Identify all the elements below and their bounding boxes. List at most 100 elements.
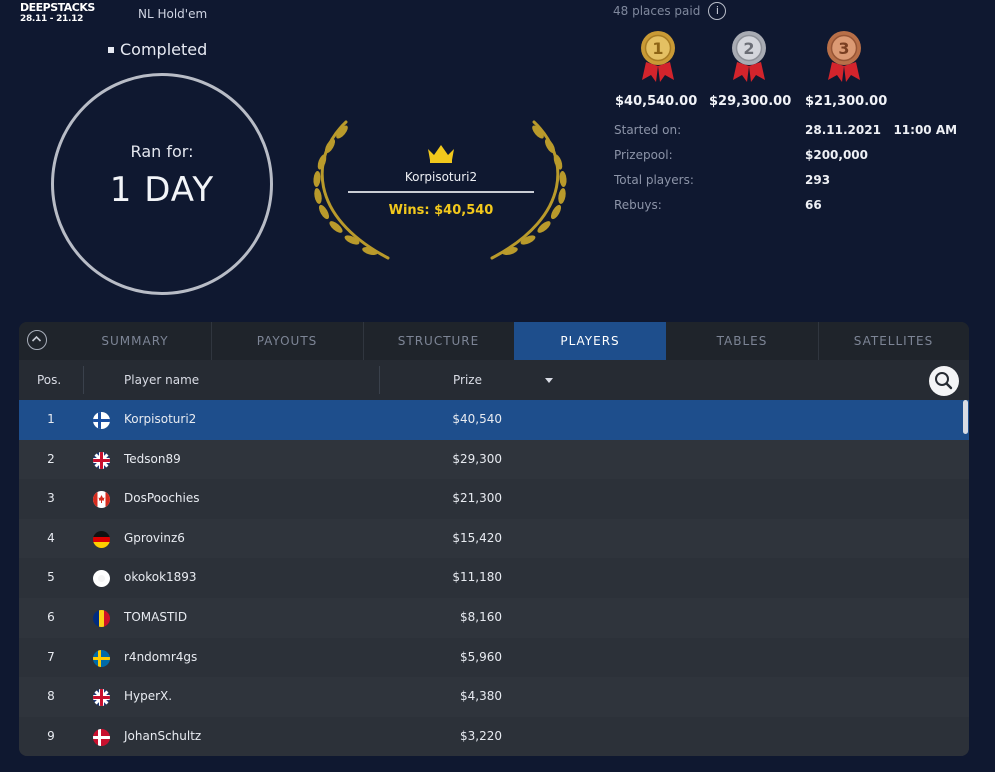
row-prize: $21,300 — [452, 491, 502, 506]
row-prize: $4,380 — [460, 689, 502, 704]
row-player-name: okokok1893 — [124, 570, 197, 585]
winner-winnings: Wins: $40,540 — [388, 203, 494, 218]
row-prize: $40,540 — [452, 412, 502, 426]
scrollbar-thumb[interactable] — [963, 400, 968, 434]
places-paid: 48 places paid i — [613, 2, 727, 20]
ran-for-label: Ran for: — [130, 142, 194, 161]
row-player-name: JohanSchultz — [124, 728, 202, 743]
table-row[interactable]: 5 okokok1893 $11,180 — [19, 558, 969, 598]
canada-flag-icon — [93, 491, 110, 509]
players-table-body: 1 Korpisoturi2 $40,540 2 Tedson89 $29,30… — [19, 400, 969, 756]
uk-flag-icon — [93, 689, 110, 707]
row-position: 5 — [47, 570, 55, 585]
row-position: 4 — [47, 530, 55, 545]
row-player-name: Gprovinz6 — [124, 530, 185, 545]
row-position: 6 — [47, 609, 55, 624]
table-row[interactable]: 1 Korpisoturi2 $40,540 — [19, 400, 969, 440]
first-place-prize: $40,540.00 — [615, 94, 698, 109]
ran-for-value: 1 DAY — [109, 170, 215, 210]
row-prize: $3,220 — [460, 728, 502, 743]
gold-medal-icon: 1 — [641, 31, 675, 82]
column-divider — [83, 366, 84, 394]
duration-ring — [51, 73, 273, 295]
japan-flag-icon — [93, 570, 110, 588]
finland-flag-icon — [93, 412, 110, 429]
total-players-label: Total players: — [614, 173, 694, 187]
tab-tables[interactable]: TABLES — [666, 322, 819, 360]
deepstacks-logo: DEEPSTACKS 28.11 - 21.12 — [20, 1, 95, 30]
row-prize: $11,180 — [452, 570, 502, 585]
search-button[interactable] — [929, 366, 959, 396]
row-player-name: r4ndomr4gs — [124, 649, 198, 664]
row-position: 1 — [47, 412, 55, 426]
row-prize: $8,160 — [460, 609, 502, 624]
row-prize: $29,300 — [452, 451, 502, 466]
winner-name: Korpisoturi2 — [404, 170, 478, 184]
table-row[interactable]: 7 r4ndomr4gs $5,960 — [19, 637, 969, 678]
bronze-medal-icon: 3 — [827, 31, 861, 82]
tab-bar: SUMMARY PAYOUTS STRUCTURE PLAYERS TABLES… — [19, 322, 969, 360]
table-row[interactable]: 3 DosPoochies $21,300 — [19, 479, 969, 519]
row-prize: $5,960 — [460, 649, 502, 664]
svg-text:1: 1 — [652, 39, 663, 58]
tab-satellites[interactable]: SATELLITES — [853, 334, 934, 348]
rebuys-label: Rebuys: — [614, 198, 662, 212]
row-position: 3 — [47, 491, 55, 506]
search-icon — [935, 372, 953, 390]
column-player-name[interactable]: Player name — [124, 373, 200, 387]
game-type: NL Hold'em — [138, 7, 208, 21]
started-on-label: Started on: — [614, 123, 682, 137]
second-place-prize: $29,300.00 — [709, 94, 792, 109]
winner-divider — [348, 191, 534, 193]
laurel-wreath-icon — [313, 120, 567, 260]
tab-structure[interactable]: STRUCTURE — [397, 334, 480, 348]
table-header: Pos. Player name Prize — [19, 360, 969, 400]
logo-dates: 28.11 - 21.12 — [20, 14, 84, 24]
germany-flag-icon — [93, 530, 110, 548]
svg-text:3: 3 — [838, 39, 849, 58]
rebuys-value: 66 — [805, 198, 822, 212]
collapse-chevron-icon[interactable] — [27, 330, 47, 350]
tournament-panel: SUMMARY PAYOUTS STRUCTURE PLAYERS TABLES… — [19, 322, 969, 756]
tab-payouts[interactable]: PAYOUTS — [211, 322, 364, 360]
third-place-prize: $21,300.00 — [805, 94, 888, 109]
status-label: Completed — [120, 40, 208, 59]
tournament-status: Completed — [108, 40, 207, 59]
row-player-name: Tedson89 — [124, 451, 181, 466]
total-players-value: 293 — [805, 173, 831, 187]
row-player-name: TOMASTID — [124, 609, 188, 624]
row-player-name: DosPoochies — [124, 491, 200, 506]
column-divider — [379, 366, 380, 394]
table-row[interactable]: 9 JohanSchultz $3,220 — [19, 716, 969, 756]
sweden-flag-icon — [93, 649, 110, 667]
sort-down-icon[interactable] — [545, 378, 553, 383]
table-row[interactable]: 4 Gprovinz6 $15,420 — [19, 518, 969, 559]
row-player-name: HyperX. — [124, 689, 173, 704]
svg-text:2: 2 — [743, 39, 754, 58]
status-square-icon — [108, 46, 114, 53]
romania-flag-icon — [93, 609, 110, 627]
silver-medal-icon: 2 — [732, 31, 766, 82]
logo-title: DEEPSTACKS — [20, 1, 95, 14]
crown-icon — [428, 145, 454, 163]
info-icon[interactable]: i — [708, 2, 727, 20]
column-prize[interactable]: Prize — [453, 373, 482, 387]
tab-players[interactable]: PLAYERS — [514, 322, 666, 360]
row-player-name: Korpisoturi2 — [124, 412, 197, 426]
table-row[interactable]: 8 HyperX. $4,380 — [19, 677, 969, 717]
uk-flag-icon — [93, 451, 110, 469]
tab-summary[interactable]: SUMMARY — [59, 322, 212, 360]
prizepool-label: Prizepool: — [614, 148, 673, 162]
row-position: 7 — [47, 649, 55, 664]
row-prize: $15,420 — [452, 530, 502, 545]
denmark-flag-icon — [93, 728, 110, 746]
column-pos[interactable]: Pos. — [37, 373, 62, 387]
row-position: 8 — [47, 689, 55, 704]
table-row[interactable]: 2 Tedson89 $29,300 — [19, 439, 969, 480]
started-on-value: 28.11.2021 11:00 AM — [805, 123, 958, 137]
places-paid-label: 48 places paid — [613, 4, 701, 18]
table-row[interactable]: 6 TOMASTID $8,160 — [19, 597, 969, 638]
row-position: 2 — [47, 451, 55, 466]
prizepool-value: $200,000 — [805, 148, 869, 162]
row-position: 9 — [47, 728, 55, 743]
